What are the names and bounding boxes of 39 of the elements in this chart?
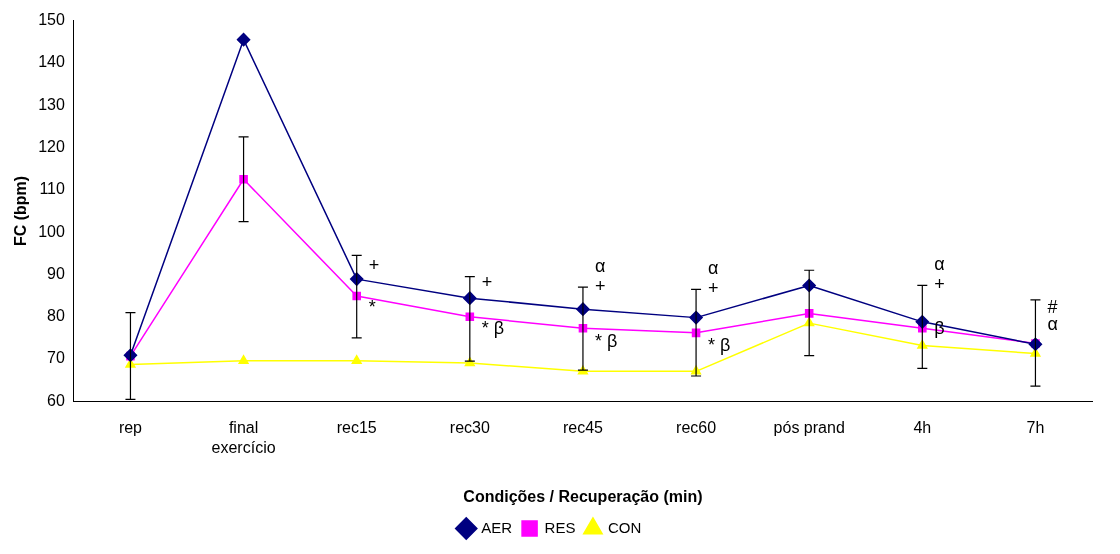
x-tick-label: 7h [1026,419,1045,437]
x-tick-label: rec60 [676,419,717,437]
y-tick-label: 120 [38,137,65,155]
y-tick-label: 80 [47,307,65,325]
x-axis-title: Condições / Recuperação (min) [463,487,703,505]
y-tick-label: 130 [38,95,65,113]
y-tick-label: 90 [47,264,65,282]
y-tick-label: 100 [38,222,65,240]
annotation: * β [594,331,618,352]
y-tick-label: 70 [47,349,65,367]
annotation: + [934,274,945,295]
x-tick-label: rec15 [336,419,377,437]
x-tick-label: final exercício [211,419,276,456]
x-tick-label: rep [118,419,143,437]
x-tick-label: rec45 [562,419,604,437]
annotation: + [481,271,493,292]
y-tick-label: 150 [38,11,65,29]
y-tick-label: 140 [38,53,65,71]
annotation: + [594,276,606,297]
x-tick-label: pós prand [773,419,845,437]
legend-label: CON [607,518,642,536]
annotation: + [708,278,719,299]
annotation: α [594,256,606,277]
annotation: * [368,297,376,318]
point [351,355,362,365]
x-tick-label: 4h [913,419,932,437]
annotation: α [934,254,945,275]
point [236,32,251,47]
y-axis-title: FC (bpm) [12,175,30,247]
y-tick-label: 60 [47,391,65,409]
point [238,355,249,365]
annotation: * β [708,335,731,356]
annotation: α [708,258,719,279]
legend-label: RES [544,518,576,536]
x-tick-label: rec30 [449,419,490,437]
legend-label: AER [481,518,513,536]
annotation: * β [481,318,505,339]
annotation: + [368,254,380,275]
y-tick-label: 110 [39,180,65,198]
